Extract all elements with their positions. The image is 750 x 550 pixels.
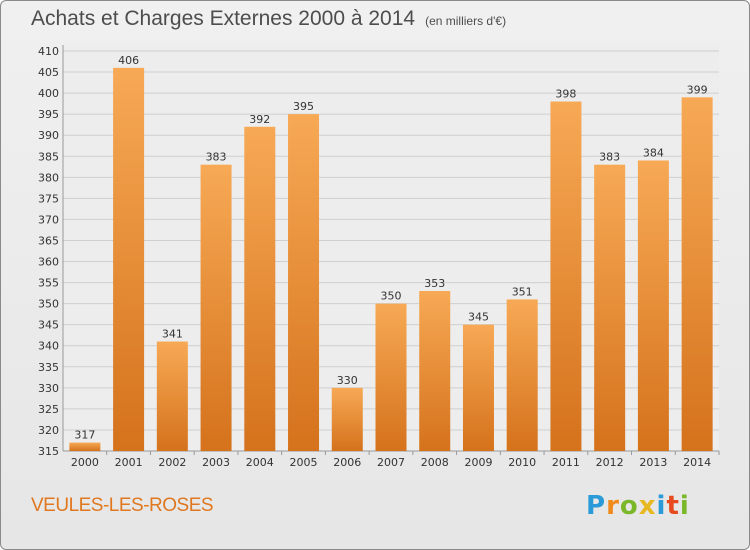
bar: [331, 387, 363, 451]
y-tick-label: 350: [38, 298, 59, 311]
x-tick-label: 2013: [639, 456, 667, 469]
bar: [506, 299, 538, 451]
data-label: 345: [468, 311, 489, 324]
y-tick-label: 335: [38, 361, 59, 374]
x-tick-label: 2009: [464, 456, 492, 469]
y-tick-label: 345: [38, 319, 59, 332]
chart-title: Achats et Charges Externes 2000 à 2014 (e…: [31, 7, 506, 31]
bar: [594, 164, 626, 451]
y-tick-label: 395: [38, 108, 59, 121]
bar: [375, 303, 407, 451]
y-tick-label: 380: [38, 171, 59, 184]
data-label: 350: [381, 290, 402, 303]
data-label: 392: [249, 113, 270, 126]
logo-letter: t: [666, 491, 680, 521]
x-tick-label: 2014: [683, 456, 711, 469]
data-label: 330: [337, 374, 358, 387]
y-tick-label: 375: [38, 192, 59, 205]
bar: [637, 160, 669, 451]
logo-letter: P: [586, 491, 607, 521]
y-tick-label: 405: [38, 66, 59, 79]
data-label: 353: [424, 277, 445, 290]
data-label: 351: [512, 285, 533, 298]
y-tick-label: 370: [38, 213, 59, 226]
data-label: 341: [162, 328, 183, 341]
y-tick-label: 360: [38, 256, 59, 269]
logo-letter: o: [619, 491, 639, 521]
y-tick-label: 385: [38, 150, 59, 163]
x-tick-label: 2005: [290, 456, 318, 469]
town-name: VEULES-LES-ROSES: [31, 495, 214, 516]
data-label: 399: [687, 83, 708, 96]
x-tick-label: 2007: [377, 456, 405, 469]
x-tick-label: 2006: [333, 456, 361, 469]
data-label: 383: [599, 151, 620, 164]
bar: [288, 114, 320, 451]
chart-subtitle: (en milliers d'€): [425, 14, 507, 28]
x-tick-label: 2004: [246, 456, 274, 469]
logo-letter: x: [638, 491, 657, 521]
x-tick-label: 2002: [158, 456, 186, 469]
data-label: 384: [643, 146, 664, 159]
x-tick-label: 2001: [115, 456, 143, 469]
y-tick-label: 365: [38, 234, 59, 247]
bar: [244, 126, 276, 451]
logo-letter: i: [679, 491, 690, 521]
bar: [550, 101, 582, 452]
bar: [156, 341, 188, 451]
y-tick-label: 410: [38, 45, 59, 58]
x-tick-label: 2008: [421, 456, 449, 469]
bar: [419, 291, 451, 451]
x-tick-label: 2012: [596, 456, 624, 469]
y-tick-label: 315: [38, 445, 59, 458]
data-label: 395: [293, 100, 314, 113]
x-tick-label: 2003: [202, 456, 230, 469]
y-tick-label: 330: [38, 382, 59, 395]
x-tick-label: 2010: [508, 456, 536, 469]
y-tick-label: 390: [38, 129, 59, 142]
bar: [681, 97, 713, 451]
bar: [69, 442, 101, 451]
bar: [200, 164, 232, 451]
x-tick-label: 2011: [552, 456, 580, 469]
logo-letter: r: [606, 491, 620, 521]
proxiti-logo[interactable]: Proxiti: [586, 491, 690, 521]
bar: [462, 324, 494, 451]
data-label: 317: [74, 429, 95, 442]
y-tick-label: 400: [38, 87, 59, 100]
chart-title-text: Achats et Charges Externes 2000 à 2014: [31, 7, 416, 30]
x-tick-label: 2000: [71, 456, 99, 469]
data-label: 406: [118, 54, 139, 67]
logo-letter: i: [656, 491, 667, 521]
y-tick-label: 320: [38, 424, 59, 437]
y-tick-label: 355: [38, 277, 59, 290]
bar: [113, 67, 145, 451]
data-label: 383: [206, 151, 227, 164]
y-tick-label: 340: [38, 340, 59, 353]
data-label: 398: [555, 88, 576, 101]
y-tick-label: 325: [38, 403, 59, 416]
